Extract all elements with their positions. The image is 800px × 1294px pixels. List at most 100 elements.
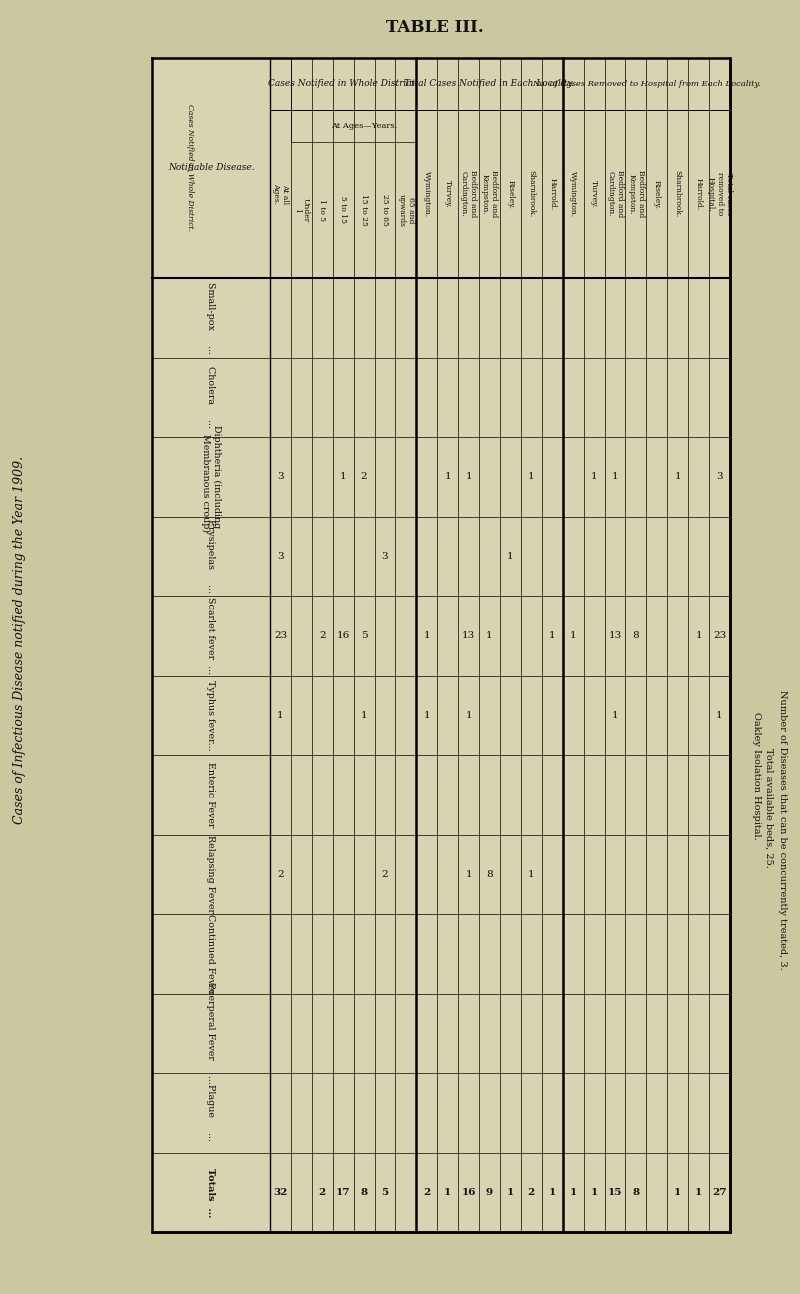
Text: 32: 32: [274, 1188, 288, 1197]
Text: 1 to 5: 1 to 5: [318, 199, 326, 221]
Text: 65 and
upwards: 65 and upwards: [398, 194, 414, 226]
Text: 16: 16: [462, 1188, 476, 1197]
Text: 1: 1: [674, 472, 681, 481]
Text: Under
1: Under 1: [293, 198, 310, 223]
Text: Small-pox     ...: Small-pox ...: [206, 282, 215, 353]
Text: 3: 3: [382, 551, 388, 560]
Text: 13: 13: [462, 631, 475, 641]
Text: 2: 2: [382, 870, 388, 879]
Text: TABLE III.: TABLE III.: [386, 19, 484, 36]
Text: Bedford and
Cardington.: Bedford and Cardington.: [606, 171, 624, 217]
Text: 2: 2: [423, 1188, 430, 1197]
Text: 1: 1: [549, 1188, 556, 1197]
Text: 25 to 65: 25 to 65: [381, 194, 389, 226]
Text: 1: 1: [570, 1188, 577, 1197]
Text: 1: 1: [507, 1188, 514, 1197]
Text: Scarlet fever  ...: Scarlet fever ...: [206, 598, 215, 674]
Text: Riseley.: Riseley.: [506, 180, 514, 208]
Text: Relapsing Fever: Relapsing Fever: [206, 835, 215, 914]
Text: 2: 2: [318, 1188, 326, 1197]
Text: 1: 1: [528, 870, 534, 879]
Text: 1: 1: [277, 710, 284, 719]
Text: 16: 16: [337, 631, 350, 641]
Text: 3: 3: [277, 551, 284, 560]
Text: Erysipelas     ...: Erysipelas ...: [206, 519, 215, 593]
Text: 1: 1: [361, 710, 367, 719]
Text: 8: 8: [361, 1188, 368, 1197]
Text: Turvey.: Turvey.: [444, 180, 452, 208]
Text: Bedford and
Cardington.: Bedford and Cardington.: [460, 171, 478, 217]
Text: 9: 9: [486, 1188, 493, 1197]
Text: 13: 13: [608, 631, 622, 641]
Text: At all
Ages.: At all Ages.: [272, 184, 289, 204]
Text: Totals  ...: Totals ...: [206, 1167, 215, 1216]
Text: Turvey.: Turvey.: [590, 180, 598, 208]
Text: 2: 2: [319, 631, 326, 641]
Text: 1: 1: [549, 631, 555, 641]
Text: 5 to 15: 5 to 15: [339, 197, 347, 224]
Text: 1: 1: [674, 1188, 682, 1197]
Text: Continued Fever: Continued Fever: [206, 914, 215, 994]
Text: Bedford and
Kempston.: Bedford and Kempston.: [481, 171, 498, 217]
Text: 27: 27: [712, 1188, 726, 1197]
Text: 23: 23: [274, 631, 287, 641]
Text: 1: 1: [528, 472, 534, 481]
Text: Wymington.: Wymington.: [569, 171, 577, 217]
Text: Cases of Infectious Disease notified during the Year 1909.: Cases of Infectious Disease notified dur…: [14, 455, 26, 824]
Text: 15: 15: [608, 1188, 622, 1197]
Text: 1: 1: [423, 631, 430, 641]
Text: 2: 2: [361, 472, 367, 481]
Text: 5: 5: [382, 1188, 389, 1197]
Text: Sharnbrook.: Sharnbrook.: [527, 171, 535, 217]
Text: 2: 2: [528, 1188, 535, 1197]
Text: 1: 1: [466, 472, 472, 481]
Text: Riseley.: Riseley.: [653, 180, 661, 208]
Text: 8: 8: [633, 631, 639, 641]
Text: 8: 8: [486, 870, 493, 879]
Text: Notifiable Disease.: Notifiable Disease.: [168, 163, 254, 172]
Text: No. of Cases Removed to Hospital from Each Locality.: No. of Cases Removed to Hospital from Ea…: [532, 80, 761, 88]
Text: 1: 1: [444, 1188, 451, 1197]
Text: 1: 1: [507, 551, 514, 560]
Text: 17: 17: [336, 1188, 350, 1197]
Text: 23: 23: [713, 631, 726, 641]
Text: 1: 1: [695, 631, 702, 641]
Text: Total cases
removed to
Hospital.: Total cases removed to Hospital.: [706, 172, 733, 216]
Text: Bedford and
Kempston.: Bedford and Kempston.: [627, 171, 645, 217]
Text: Total available beds, 25.: Total available beds, 25.: [765, 748, 774, 868]
Text: Enteric Fever: Enteric Fever: [206, 762, 215, 827]
Text: 1: 1: [590, 1188, 598, 1197]
Text: 1: 1: [695, 1188, 702, 1197]
Text: Number of Diseases that can be concurrently treated, 3.: Number of Diseases that can be concurren…: [778, 690, 786, 970]
Text: Harrold.: Harrold.: [694, 177, 702, 210]
Bar: [152, 58, 730, 1232]
Text: 3: 3: [277, 472, 284, 481]
Text: Oakley Isolation Hospital.: Oakley Isolation Hospital.: [751, 712, 761, 840]
Text: 1: 1: [590, 472, 598, 481]
Text: 15 to 25: 15 to 25: [360, 194, 368, 226]
Text: 1: 1: [340, 472, 346, 481]
Text: Wymington.: Wymington.: [423, 171, 431, 217]
Text: 1: 1: [612, 710, 618, 719]
Text: 5: 5: [361, 631, 367, 641]
Text: Plague     ...: Plague ...: [206, 1084, 215, 1141]
Text: 1: 1: [466, 870, 472, 879]
Text: 1: 1: [445, 472, 451, 481]
Text: Sharnbrook.: Sharnbrook.: [674, 171, 682, 217]
Text: 1: 1: [423, 710, 430, 719]
Text: Cholera     ...: Cholera ...: [206, 366, 215, 428]
Text: Diphtheria (including
    Membranous croup): Diphtheria (including Membranous croup): [201, 422, 221, 532]
Text: 2: 2: [277, 870, 284, 879]
Text: 1: 1: [466, 710, 472, 719]
Text: Cases Notified in Whole District.: Cases Notified in Whole District.: [186, 105, 194, 232]
Text: Cases Notified in Whole District.: Cases Notified in Whole District.: [268, 79, 418, 88]
Text: 1: 1: [716, 710, 723, 719]
Text: Puerperal Fever     ...: Puerperal Fever ...: [206, 982, 215, 1084]
Text: Harrold.: Harrold.: [548, 177, 556, 210]
Text: 8: 8: [632, 1188, 639, 1197]
Text: At Ages—Years.: At Ages—Years.: [331, 122, 398, 129]
Text: 1: 1: [570, 631, 577, 641]
Text: 1: 1: [486, 631, 493, 641]
Text: Typhus fever...: Typhus fever...: [206, 679, 215, 751]
Text: 3: 3: [716, 472, 723, 481]
